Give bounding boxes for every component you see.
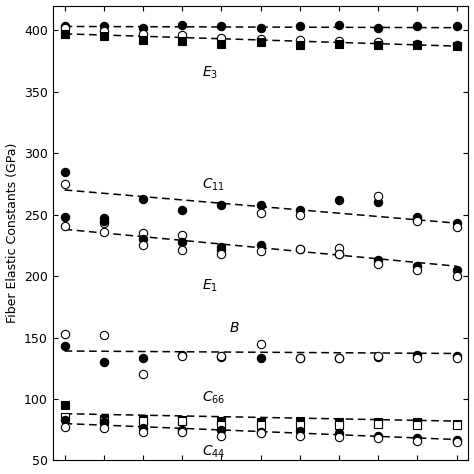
Text: $C_{44}$: $C_{44}$ [202,444,225,460]
Text: $C_{66}$: $C_{66}$ [202,390,225,406]
Y-axis label: Fiber Elastic Constants (GPa): Fiber Elastic Constants (GPa) [6,143,18,323]
Text: $E_1$: $E_1$ [202,278,218,294]
Text: $B$: $B$ [229,321,240,335]
Text: $E_3$: $E_3$ [202,64,218,81]
Text: $C_{11}$: $C_{11}$ [202,177,225,193]
